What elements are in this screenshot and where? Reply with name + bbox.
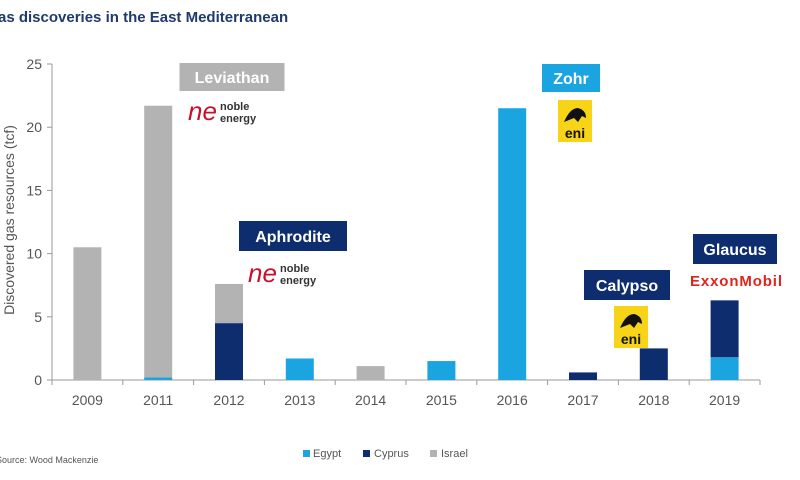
legend-swatch-cyprus <box>363 450 370 457</box>
bar-egypt-2016 <box>498 108 527 381</box>
noble-energy-wordmark: noble <box>280 263 309 275</box>
chart-title: as discoveries in the East Mediterranean <box>0 9 288 26</box>
bar-cyprus-2012 <box>215 323 243 380</box>
x-tick-label: 2017 <box>567 392 598 408</box>
bar-cyprus-2018 <box>639 348 668 380</box>
x-tick-label: 2011 <box>143 392 173 408</box>
eni-dog-icon <box>620 314 642 328</box>
bar-cyprus-2017 <box>569 372 597 380</box>
noble-energy-mark-icon: ne <box>188 96 217 126</box>
bar-israel-2011 <box>144 105 173 378</box>
legend-label-cyprus: Cyprus <box>374 448 409 460</box>
exxonmobil-logo: ExxonMobil <box>690 273 782 290</box>
source-note: Source: Wood Mackenzie <box>0 455 98 465</box>
annotation-glaucus: Glaucus ExxonMobil <box>690 234 782 290</box>
legend-swatch-egypt <box>303 450 310 457</box>
eni-logo-icon <box>558 100 592 142</box>
y-tick-label: 5 <box>34 309 42 325</box>
y-tick-label: 20 <box>26 119 42 135</box>
bar-israel-2009 <box>73 247 102 380</box>
y-axis-label: Discovered gas resources (tcf) <box>1 125 17 315</box>
eni-wordmark: eni <box>565 125 585 141</box>
x-tick-label: 2012 <box>213 392 244 408</box>
annotation-calypso: Calypso eni <box>584 270 670 348</box>
x-tick-label: 2015 <box>426 392 457 408</box>
bar-cyprus-2019 <box>710 300 739 358</box>
eni-logo-icon <box>614 306 648 348</box>
y-tick-label: 10 <box>26 246 42 262</box>
legend-swatch-israel <box>430 450 437 457</box>
annotation-box <box>179 63 285 91</box>
bar-egypt-2013 <box>285 358 314 380</box>
legend: Egypt Cyprus Israel <box>303 448 468 460</box>
x-tick-label: 2014 <box>355 392 386 408</box>
legend-label-egypt: Egypt <box>313 448 341 460</box>
annotation-box <box>584 270 670 300</box>
y-tick-label: 25 <box>26 56 42 72</box>
bar-egypt-2019 <box>710 357 739 380</box>
y-tick-label: 15 <box>26 182 42 198</box>
annotation-label: Calypso <box>596 278 658 295</box>
x-axis: 2009 2011 2012 2013 2014 2015 2016 2017 2018 2019 <box>51 379 761 408</box>
annotation-label: Glaucus <box>703 242 766 259</box>
bar-egypt-2011 <box>144 377 173 380</box>
annotation-box <box>239 221 347 251</box>
annotation-box <box>693 234 777 264</box>
x-tick-label: 2013 <box>284 392 315 408</box>
noble-energy-mark-icon: ne <box>248 258 277 288</box>
noble-energy-wordmark: energy <box>220 113 257 125</box>
legend-label-israel: Israel <box>441 448 468 460</box>
bars <box>73 105 739 381</box>
x-tick-label: 2018 <box>638 392 669 408</box>
x-tick-label: 2016 <box>497 392 528 408</box>
bar-egypt-2015 <box>427 361 456 380</box>
annotation-label: Aphrodite <box>255 229 331 246</box>
annotation-zohr: Zohr eni <box>542 64 600 142</box>
y-tick-label: 0 <box>34 372 42 388</box>
annotation-label: Leviathan <box>195 70 270 87</box>
annotation-label: Zohr <box>553 71 589 88</box>
noble-energy-wordmark: noble <box>220 101 249 113</box>
noble-energy-wordmark: energy <box>280 275 317 287</box>
y-axis: 0 5 10 15 20 25 <box>26 56 53 388</box>
x-tick-label: 2019 <box>709 392 740 408</box>
annotation-box <box>542 64 600 92</box>
bar-israel-2012 <box>215 283 243 324</box>
bar-israel-2014 <box>356 366 385 380</box>
eni-wordmark: eni <box>621 331 641 347</box>
eni-dog-icon <box>564 108 586 122</box>
x-tick-label: 2009 <box>72 392 103 408</box>
